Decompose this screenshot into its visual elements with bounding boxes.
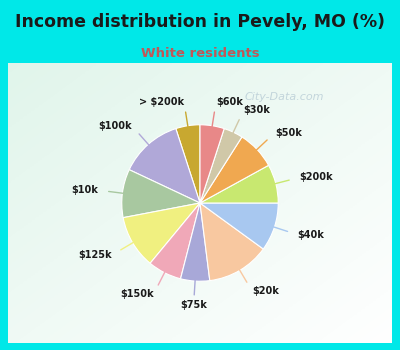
Text: $100k: $100k [98, 121, 132, 131]
Text: $125k: $125k [78, 250, 112, 260]
Text: $150k: $150k [120, 289, 153, 300]
Wedge shape [200, 165, 278, 203]
Text: White residents: White residents [141, 47, 259, 60]
Text: $10k: $10k [71, 185, 98, 195]
Text: $75k: $75k [180, 301, 207, 310]
Wedge shape [123, 203, 200, 263]
Wedge shape [129, 128, 200, 203]
Text: $30k: $30k [244, 105, 270, 115]
Wedge shape [200, 128, 242, 203]
Text: $40k: $40k [298, 230, 324, 240]
Wedge shape [200, 203, 263, 281]
Text: $200k: $200k [300, 173, 333, 182]
Text: Income distribution in Pevely, MO (%): Income distribution in Pevely, MO (%) [15, 13, 385, 31]
Wedge shape [200, 125, 224, 203]
Wedge shape [200, 137, 268, 203]
Text: $60k: $60k [216, 97, 243, 107]
Wedge shape [150, 203, 200, 279]
Text: > $200k: > $200k [139, 97, 184, 107]
Wedge shape [180, 203, 210, 281]
Text: $50k: $50k [275, 128, 302, 138]
Text: $20k: $20k [252, 286, 279, 296]
Wedge shape [122, 170, 200, 218]
Wedge shape [176, 125, 200, 203]
Text: City-Data.com: City-Data.com [245, 92, 324, 102]
Wedge shape [200, 203, 278, 249]
